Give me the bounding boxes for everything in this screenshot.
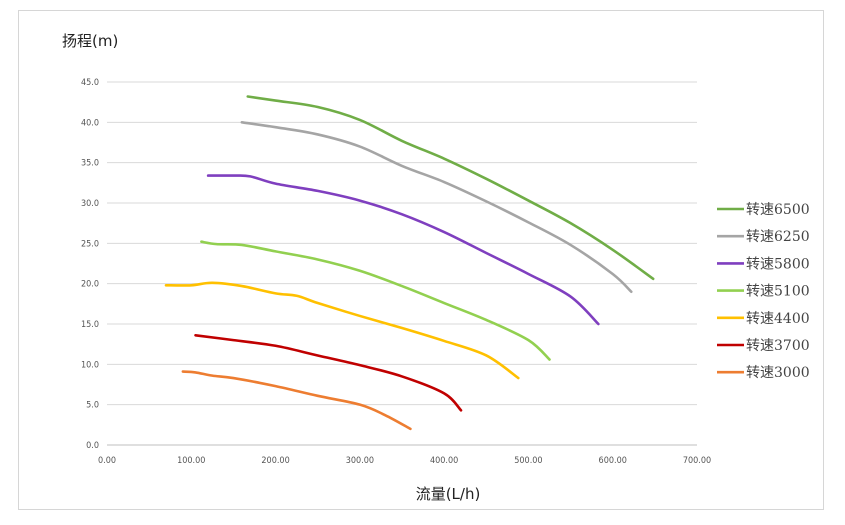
y-tick-label: 20.0 — [81, 280, 99, 290]
y-tick-label: 45.0 — [81, 78, 99, 88]
legend: 转速6500 转速6250 转速5800 转速5100 转速4400 转速3700 转速30… — [717, 202, 810, 381]
legend-item: 转速6250 — [717, 229, 810, 245]
y-tick-label: 5.0 — [86, 401, 99, 411]
x-tick-label: 200.00 — [261, 456, 289, 466]
series-lines — [164, 95, 655, 431]
x-axis-title: 流量(L/h) — [416, 485, 481, 503]
x-tick-label: 300.00 — [346, 456, 374, 466]
legend-label: 转速5800 — [746, 256, 810, 272]
x-tick-label: 600.00 — [599, 456, 627, 466]
series-line-转速3000 — [181, 370, 412, 431]
series-line-转速5800 — [206, 174, 600, 326]
legend-item: 转速3000 — [717, 365, 810, 381]
chart-frame — [18, 10, 824, 510]
x-tick-label: 500.00 — [514, 456, 542, 466]
x-tick-label: 100.00 — [177, 456, 205, 466]
y-axis-ticks: 0.0 5.0 10.0 15.0 20.0 25.0 30.0 35.0 40.0 45.0 — [81, 78, 99, 451]
legend-label: 转速3000 — [746, 365, 810, 381]
legend-item: 转速4400 — [717, 311, 810, 327]
x-tick-label: 700.00 — [683, 456, 711, 466]
legend-label: 转速6250 — [746, 229, 810, 245]
x-tick-label: 0.00 — [98, 456, 116, 466]
legend-item: 转速5100 — [717, 284, 810, 300]
series-line-转速5100 — [200, 240, 551, 361]
x-tick-label: 400.00 — [430, 456, 458, 466]
y-tick-label: 30.0 — [81, 199, 99, 209]
legend-item: 转速6500 — [717, 202, 810, 218]
legend-label: 转速3700 — [746, 338, 810, 354]
legend-item: 转速5800 — [717, 256, 810, 272]
legend-label: 转速5100 — [746, 284, 810, 300]
series-line-转速4400 — [164, 281, 520, 380]
series-line-转速6250 — [240, 121, 633, 294]
y-tick-label: 35.0 — [81, 159, 99, 169]
legend-item: 转速3700 — [717, 338, 810, 354]
y-axis-title: 扬程(m) — [62, 32, 118, 50]
y-tick-label: 15.0 — [81, 320, 99, 330]
y-tick-label: 25.0 — [81, 239, 99, 249]
series-line-转速6500 — [246, 95, 655, 281]
x-axis-ticks: 0.00 100.00 200.00 300.00 400.00 500.00 600.00… — [98, 456, 711, 466]
y-tick-label: 10.0 — [81, 360, 99, 370]
legend-label: 转速4400 — [746, 311, 810, 327]
legend-label: 转速6500 — [746, 202, 810, 218]
gridlines — [107, 81, 697, 446]
series-line-转速3700 — [194, 333, 463, 412]
y-tick-label: 40.0 — [81, 118, 99, 128]
y-tick-label: 0.0 — [86, 441, 99, 451]
